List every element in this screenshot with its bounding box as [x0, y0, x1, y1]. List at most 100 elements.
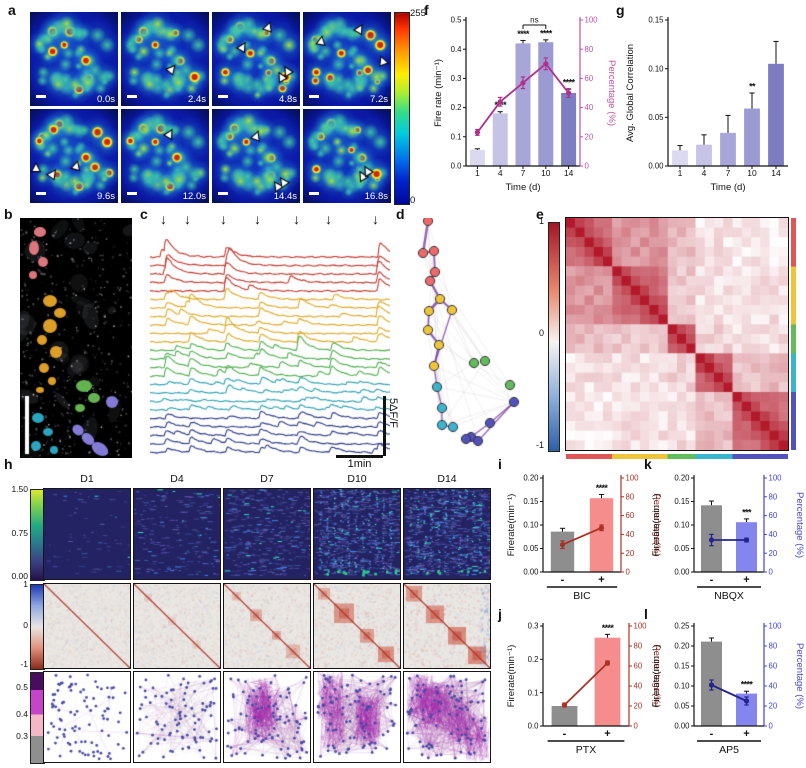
svg-text:-: - — [710, 574, 714, 586]
panel-c-traces — [150, 233, 390, 455]
svg-text:Firerate(min⁻¹): Firerate(min⁻¹) — [651, 494, 662, 557]
svg-text:14: 14 — [771, 168, 781, 178]
svg-text:0: 0 — [769, 568, 774, 577]
colorbar-tick: 0.3 — [16, 731, 28, 741]
panel-b-microscopy-image — [20, 218, 132, 458]
panel-f-chart: **** **** **** **** ns 0.0 0.1 0.2 0.3 0.4 0.5 0 20 4… — [430, 4, 618, 217]
svg-text:60: 60 — [626, 511, 635, 520]
svg-text:BIC: BIC — [573, 590, 591, 602]
panel-k-label: k — [644, 456, 652, 472]
svg-text:-: - — [561, 574, 565, 586]
svg-text:60: 60 — [585, 74, 594, 83]
colorbar-tick: 1.50 — [11, 484, 28, 494]
svg-text:0.0: 0.0 — [528, 722, 540, 731]
panel-h-label: h — [4, 456, 13, 472]
panel-h-correlation-D14 — [403, 583, 491, 669]
scale-bar — [127, 95, 137, 98]
svg-text:80: 80 — [634, 642, 643, 651]
svg-text:80: 80 — [585, 45, 594, 54]
svg-text:20: 20 — [634, 702, 643, 711]
frame-timestamp: 7.2s — [370, 94, 388, 105]
svg-text:4: 4 — [702, 168, 707, 178]
svg-text:0: 0 — [769, 722, 774, 731]
colorbar-tick: 0.75 — [11, 528, 28, 538]
colorbar-tick: 0.00 — [11, 571, 28, 581]
frame-timestamp: 16.8s — [364, 191, 388, 202]
panel-h-raster-D4 — [133, 488, 221, 580]
panel-c-label: c — [140, 206, 148, 222]
chart-j-svg: **** 0.0 0.1 0.2 0.3 0 20 40 60 80 100 - + PTX Firerat… — [506, 622, 662, 756]
chart-l-svg: **** 0.00 0.05 0.10 0.15 0.20 0.25 0 20 40 60 80 100… — [651, 622, 805, 756]
svg-text:****: **** — [741, 680, 754, 690]
scale-bar — [309, 192, 319, 195]
colorbar-tick: 1 — [538, 216, 544, 226]
svg-text:0.5: 0.5 — [451, 16, 463, 25]
svg-text:Percentage (%): Percentage (%) — [794, 643, 805, 709]
svg-text:0.15: 0.15 — [674, 497, 690, 506]
down-arrow-icon: ↓ — [254, 211, 261, 227]
svg-text:80: 80 — [769, 492, 778, 501]
time-scale-bar — [336, 455, 383, 458]
calcium-frame: 2.4s — [121, 12, 209, 106]
raster-colorbar — [30, 489, 45, 581]
calcium-image — [30, 109, 118, 203]
calcium-image — [121, 109, 209, 203]
svg-text:100: 100 — [585, 16, 599, 25]
colorbar-tick: 0 — [23, 620, 28, 630]
frame-timestamp: 14.4s — [273, 191, 297, 202]
svg-text:0: 0 — [626, 568, 631, 577]
panel-h-correlation-D10 — [313, 583, 401, 669]
svg-text:Time (d): Time (d) — [505, 182, 540, 193]
svg-text:0.3: 0.3 — [451, 74, 462, 83]
svg-text:40: 40 — [769, 682, 778, 691]
svg-text:Percentage (%): Percentage (%) — [606, 60, 617, 126]
svg-text:Percentage(%): Percentage(%) — [651, 644, 662, 707]
h-column-label: D1 — [80, 473, 94, 485]
panel-a-label: a — [8, 2, 16, 18]
panel-h-raster-D14 — [403, 488, 491, 580]
svg-text:+: + — [598, 574, 604, 586]
correlation-colorbar — [548, 222, 560, 452]
svg-text:****: **** — [563, 78, 576, 88]
svg-text:***: *** — [742, 507, 752, 517]
svg-text:100: 100 — [769, 474, 783, 483]
panel-h-raster-D7 — [223, 488, 311, 580]
panel-f-label: f — [424, 2, 429, 18]
svg-text:60: 60 — [769, 662, 778, 671]
colorbar-tick: -1 — [535, 440, 544, 450]
svg-text:0.10: 0.10 — [648, 64, 664, 73]
calcium-frame: 7.2s — [303, 12, 391, 106]
frame-timestamp: 12.0s — [182, 191, 206, 202]
svg-text:80: 80 — [626, 492, 635, 501]
panel-i-label: i — [498, 456, 502, 472]
panel-j-label: j — [498, 606, 502, 622]
svg-text:60: 60 — [634, 662, 643, 671]
chart-k-svg: *** 0.00 0.05 0.10 0.15 0.20 0 20 40 60 80 100 - + NBQ… — [651, 474, 805, 602]
svg-text:-: - — [710, 728, 714, 740]
svg-text:10: 10 — [541, 168, 551, 178]
calcium-image — [121, 12, 209, 106]
panel-k-chart: *** 0.00 0.05 0.10 0.15 0.20 0 20 40 60 80 100 - + NBQ… — [650, 466, 806, 617]
calcium-image — [303, 109, 391, 203]
frame-timestamp: 9.6s — [97, 191, 115, 202]
jet-colorbar — [394, 12, 410, 205]
panel-a-frames: 0.0s 2.4s 4.8s 7.2s 9.6s 12.0s 14.4s 16.… — [30, 12, 394, 203]
svg-text:****: **** — [540, 28, 553, 38]
svg-text:20: 20 — [769, 549, 778, 558]
scale-bar — [309, 95, 319, 98]
frame-timestamp: 2.4s — [188, 94, 206, 105]
dff-scale-label: 5ΔF/F — [387, 398, 399, 428]
colorbar-tick: 1 — [23, 579, 28, 589]
svg-text:100: 100 — [769, 622, 783, 631]
svg-text:4: 4 — [498, 168, 503, 178]
panel-j-chart: **** 0.0 0.1 0.2 0.3 0 20 40 60 80 100 - + PTX Firerat… — [505, 614, 663, 768]
svg-text:0.2: 0.2 — [451, 103, 462, 112]
panel-h-network-D1 — [43, 671, 131, 763]
group-color-strip-horizontal — [566, 454, 788, 459]
calcium-frame: 0.0s — [30, 12, 118, 106]
svg-text:40: 40 — [626, 530, 635, 539]
calcium-frame: 9.6s — [30, 109, 118, 203]
panel-l-label: l — [644, 606, 648, 622]
svg-text:0.1: 0.1 — [528, 688, 539, 697]
